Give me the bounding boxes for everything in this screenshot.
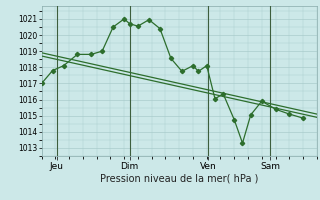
X-axis label: Pression niveau de la mer( hPa ): Pression niveau de la mer( hPa ) [100,173,258,183]
